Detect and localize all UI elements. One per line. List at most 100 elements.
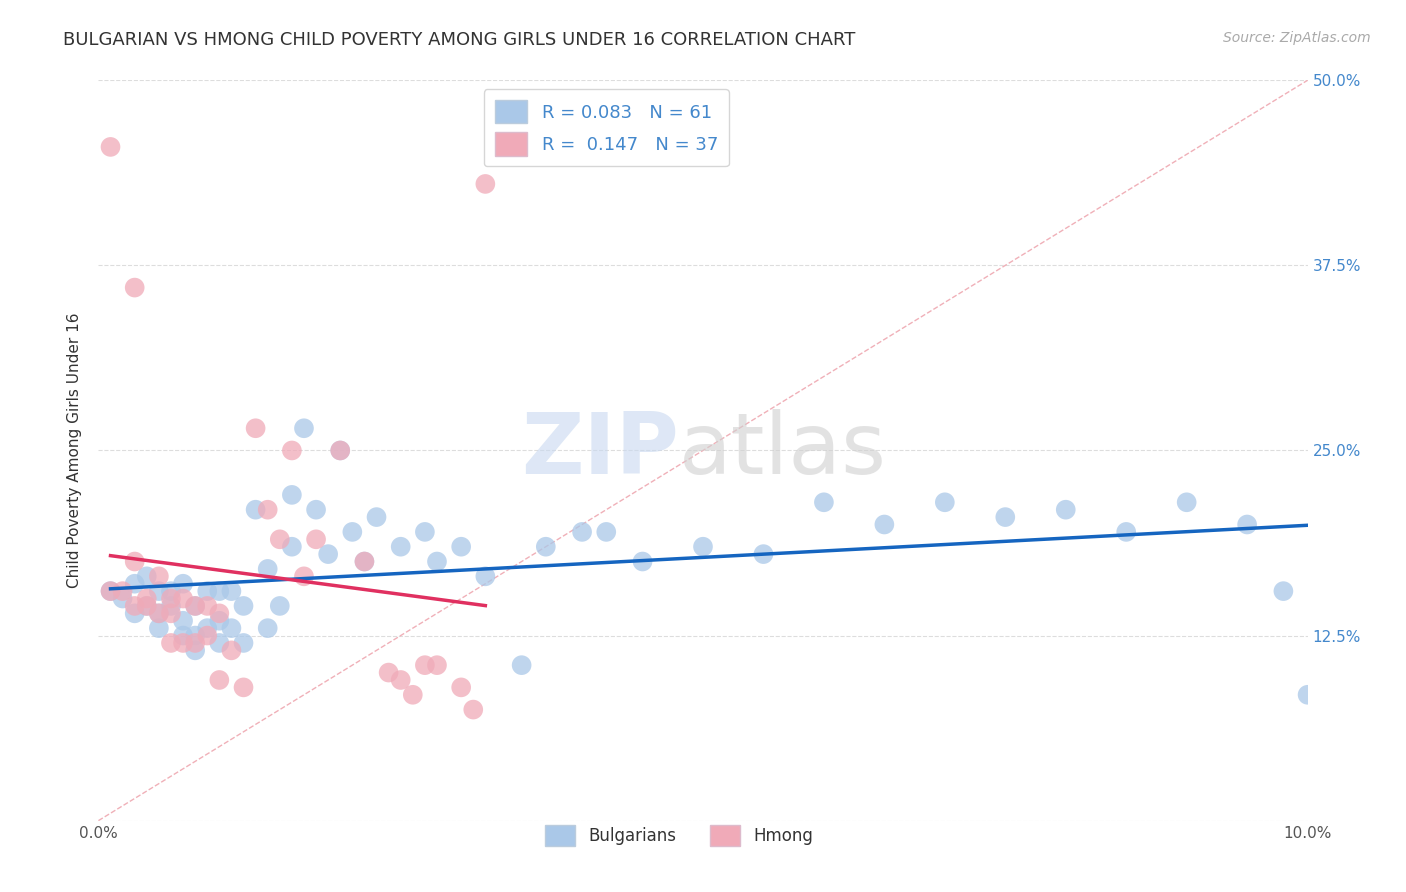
Point (135, 599, 157, 613)
Point (426, 555, 449, 569)
Point (195, 599, 218, 613)
Point (184, 636, 207, 650)
Point (450, 540, 472, 554)
Point (474, 569, 496, 583)
Point (256, 621, 278, 635)
Point (124, 555, 146, 569)
Point (172, 614, 194, 628)
Point (305, 533, 328, 547)
Point (160, 636, 183, 650)
Point (245, 421, 267, 435)
Point (281, 443, 304, 458)
Point (208, 584, 231, 599)
Text: Source: ZipAtlas.com: Source: ZipAtlas.com (1223, 31, 1371, 45)
Point (148, 607, 170, 621)
Point (232, 599, 254, 613)
Point (232, 681, 254, 695)
Point (135, 569, 157, 583)
Point (124, 280, 146, 294)
Point (571, 524, 593, 539)
Point (172, 628, 194, 642)
Point (245, 502, 267, 516)
Point (595, 524, 617, 539)
Text: BULGARIAN VS HMONG CHILD POVERTY AMONG GIRLS UNDER 16 CORRELATION CHART: BULGARIAN VS HMONG CHILD POVERTY AMONG G… (63, 31, 856, 49)
Y-axis label: Child Poverty Among Girls Under 16: Child Poverty Among Girls Under 16 (67, 313, 83, 588)
Point (994, 510, 1017, 524)
Point (111, 591, 134, 606)
Point (281, 488, 304, 502)
Point (148, 569, 170, 583)
Point (692, 540, 714, 554)
Point (631, 555, 654, 569)
Point (135, 591, 157, 606)
Point (934, 495, 956, 509)
Point (184, 599, 207, 613)
Point (208, 614, 231, 628)
Point (316, 547, 339, 561)
Point (148, 621, 170, 635)
Point (1115, 524, 1137, 539)
Point (221, 643, 243, 657)
Point (389, 540, 412, 554)
Point (148, 584, 170, 599)
Point (135, 599, 157, 613)
Point (100, 584, 122, 599)
Point (195, 584, 218, 599)
Point (377, 665, 399, 680)
Point (329, 443, 352, 458)
Point (184, 599, 207, 613)
Point (195, 621, 218, 635)
Point (184, 628, 207, 642)
Point (269, 599, 291, 613)
Text: atlas: atlas (679, 409, 887, 492)
Point (281, 540, 304, 554)
Point (752, 547, 775, 561)
Point (1272, 584, 1295, 599)
Point (1054, 502, 1077, 516)
Point (474, 177, 496, 191)
Point (208, 636, 231, 650)
Point (100, 584, 122, 599)
Point (208, 673, 231, 687)
Point (221, 621, 243, 635)
Point (160, 607, 183, 621)
Point (463, 703, 485, 717)
Point (124, 576, 146, 591)
Text: ZIP: ZIP (522, 409, 679, 492)
Point (221, 584, 243, 599)
Point (813, 495, 835, 509)
Point (100, 140, 122, 154)
Point (450, 681, 472, 695)
Point (534, 540, 557, 554)
Point (1236, 517, 1258, 532)
Point (111, 584, 134, 599)
Point (413, 658, 436, 673)
Point (342, 524, 364, 539)
Point (366, 510, 388, 524)
Point (195, 628, 218, 642)
Point (160, 599, 183, 613)
Point (269, 533, 291, 547)
Point (208, 607, 231, 621)
Point (510, 658, 533, 673)
Point (329, 443, 352, 458)
Point (256, 502, 278, 516)
Point (172, 591, 194, 606)
Point (160, 584, 183, 599)
Point (389, 673, 412, 687)
Point (413, 524, 436, 539)
Point (1175, 495, 1198, 509)
Point (256, 562, 278, 576)
Point (124, 607, 146, 621)
Point (232, 636, 254, 650)
Point (873, 517, 896, 532)
Point (148, 607, 170, 621)
Point (184, 643, 207, 657)
Point (292, 421, 315, 435)
Point (353, 555, 375, 569)
Point (426, 658, 449, 673)
Point (124, 599, 146, 613)
Point (172, 636, 194, 650)
Point (402, 688, 425, 702)
Point (160, 591, 183, 606)
